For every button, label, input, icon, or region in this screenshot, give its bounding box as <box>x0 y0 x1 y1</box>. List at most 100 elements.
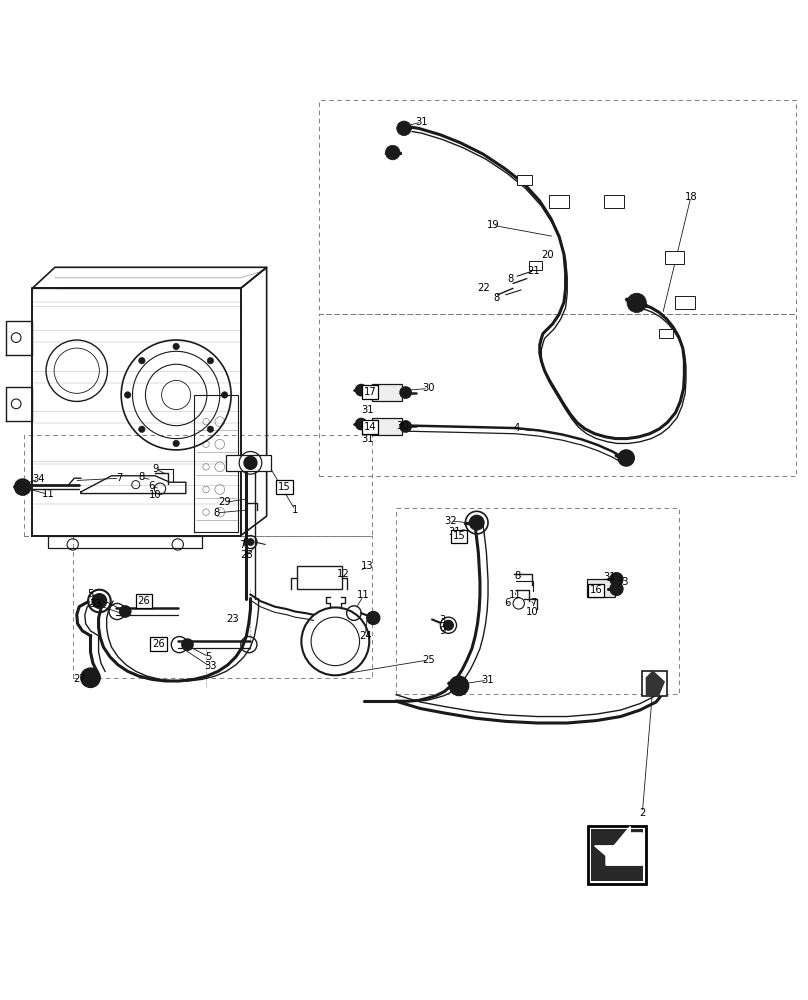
Text: 23: 23 <box>226 614 239 624</box>
Text: 31: 31 <box>448 527 461 537</box>
Bar <box>587 579 615 597</box>
Text: 31: 31 <box>603 572 616 582</box>
Text: 31: 31 <box>481 675 494 685</box>
Circle shape <box>173 343 179 350</box>
Circle shape <box>173 440 179 447</box>
Text: 21: 21 <box>527 266 540 276</box>
Text: 15: 15 <box>278 482 291 492</box>
Text: 13: 13 <box>361 561 374 571</box>
Text: 26: 26 <box>137 596 150 606</box>
Text: 25: 25 <box>422 655 435 665</box>
Text: 34: 34 <box>32 474 45 484</box>
Text: 9: 9 <box>153 464 159 474</box>
Polygon shape <box>646 671 664 696</box>
Circle shape <box>385 145 400 160</box>
Text: 6: 6 <box>148 481 154 491</box>
Bar <box>642 671 667 696</box>
Text: 24: 24 <box>359 631 372 641</box>
Text: 29: 29 <box>218 497 231 507</box>
Bar <box>549 195 569 208</box>
Circle shape <box>469 515 484 530</box>
Text: 14: 14 <box>364 422 377 432</box>
Circle shape <box>207 426 213 432</box>
Circle shape <box>610 573 623 586</box>
Circle shape <box>244 456 257 469</box>
Circle shape <box>139 426 145 432</box>
Circle shape <box>139 357 145 364</box>
Circle shape <box>81 668 100 687</box>
Text: 8: 8 <box>138 472 145 482</box>
Text: 5: 5 <box>205 652 212 662</box>
Polygon shape <box>595 826 642 865</box>
Text: 8: 8 <box>515 571 521 581</box>
Text: 30: 30 <box>396 421 409 431</box>
Circle shape <box>618 450 634 466</box>
Bar <box>604 195 624 208</box>
Text: 6: 6 <box>504 598 511 608</box>
Circle shape <box>92 594 107 608</box>
Text: 11: 11 <box>357 590 370 600</box>
Text: 4: 4 <box>514 423 520 433</box>
Text: 18: 18 <box>684 192 697 202</box>
Circle shape <box>444 620 453 630</box>
Text: 15: 15 <box>452 531 465 541</box>
Text: 27: 27 <box>73 674 86 684</box>
Bar <box>517 175 532 185</box>
Text: 33: 33 <box>204 661 217 671</box>
Bar <box>675 296 695 309</box>
Text: 2: 2 <box>639 808 646 818</box>
Text: 16: 16 <box>590 585 603 595</box>
Text: 7: 7 <box>239 540 246 550</box>
Text: 8: 8 <box>507 274 514 284</box>
Text: 12: 12 <box>337 569 350 579</box>
Circle shape <box>627 293 646 313</box>
Text: 1: 1 <box>292 505 298 515</box>
Text: 9: 9 <box>440 626 446 636</box>
Circle shape <box>207 357 213 364</box>
Bar <box>226 455 271 471</box>
Circle shape <box>124 392 131 398</box>
Text: 26: 26 <box>152 639 165 649</box>
Text: 30: 30 <box>422 383 435 393</box>
Bar <box>372 384 402 401</box>
Circle shape <box>397 121 411 136</box>
Text: 33: 33 <box>616 577 629 587</box>
Text: 31: 31 <box>415 117 428 127</box>
Text: 5: 5 <box>87 589 94 599</box>
Circle shape <box>356 384 367 396</box>
Circle shape <box>400 387 411 398</box>
Text: 31: 31 <box>361 405 374 415</box>
Circle shape <box>120 606 131 617</box>
Bar <box>591 829 643 881</box>
Circle shape <box>182 639 193 650</box>
Text: 11: 11 <box>509 590 522 600</box>
Bar <box>659 329 673 338</box>
Bar <box>529 261 542 270</box>
Text: 20: 20 <box>541 250 554 260</box>
Circle shape <box>221 392 228 398</box>
Bar <box>665 251 684 264</box>
Circle shape <box>449 676 469 696</box>
Text: 19: 19 <box>486 220 499 230</box>
Bar <box>588 826 646 884</box>
Text: 3: 3 <box>439 615 445 625</box>
Circle shape <box>367 612 380 624</box>
Circle shape <box>356 418 367 430</box>
Text: 17: 17 <box>364 387 377 397</box>
Bar <box>372 418 402 435</box>
Text: 10: 10 <box>149 490 162 500</box>
Text: 32: 32 <box>444 516 457 526</box>
Text: 8: 8 <box>493 293 499 303</box>
Text: 8: 8 <box>213 508 220 518</box>
Text: 7: 7 <box>116 473 123 483</box>
Text: 22: 22 <box>477 283 490 293</box>
Circle shape <box>400 421 411 432</box>
Circle shape <box>247 539 254 545</box>
Text: 7: 7 <box>530 598 537 608</box>
Text: 33: 33 <box>89 599 102 609</box>
Text: 28: 28 <box>240 550 253 560</box>
Text: 11: 11 <box>42 489 55 499</box>
Circle shape <box>15 479 31 495</box>
Circle shape <box>610 582 623 595</box>
Bar <box>297 566 342 589</box>
